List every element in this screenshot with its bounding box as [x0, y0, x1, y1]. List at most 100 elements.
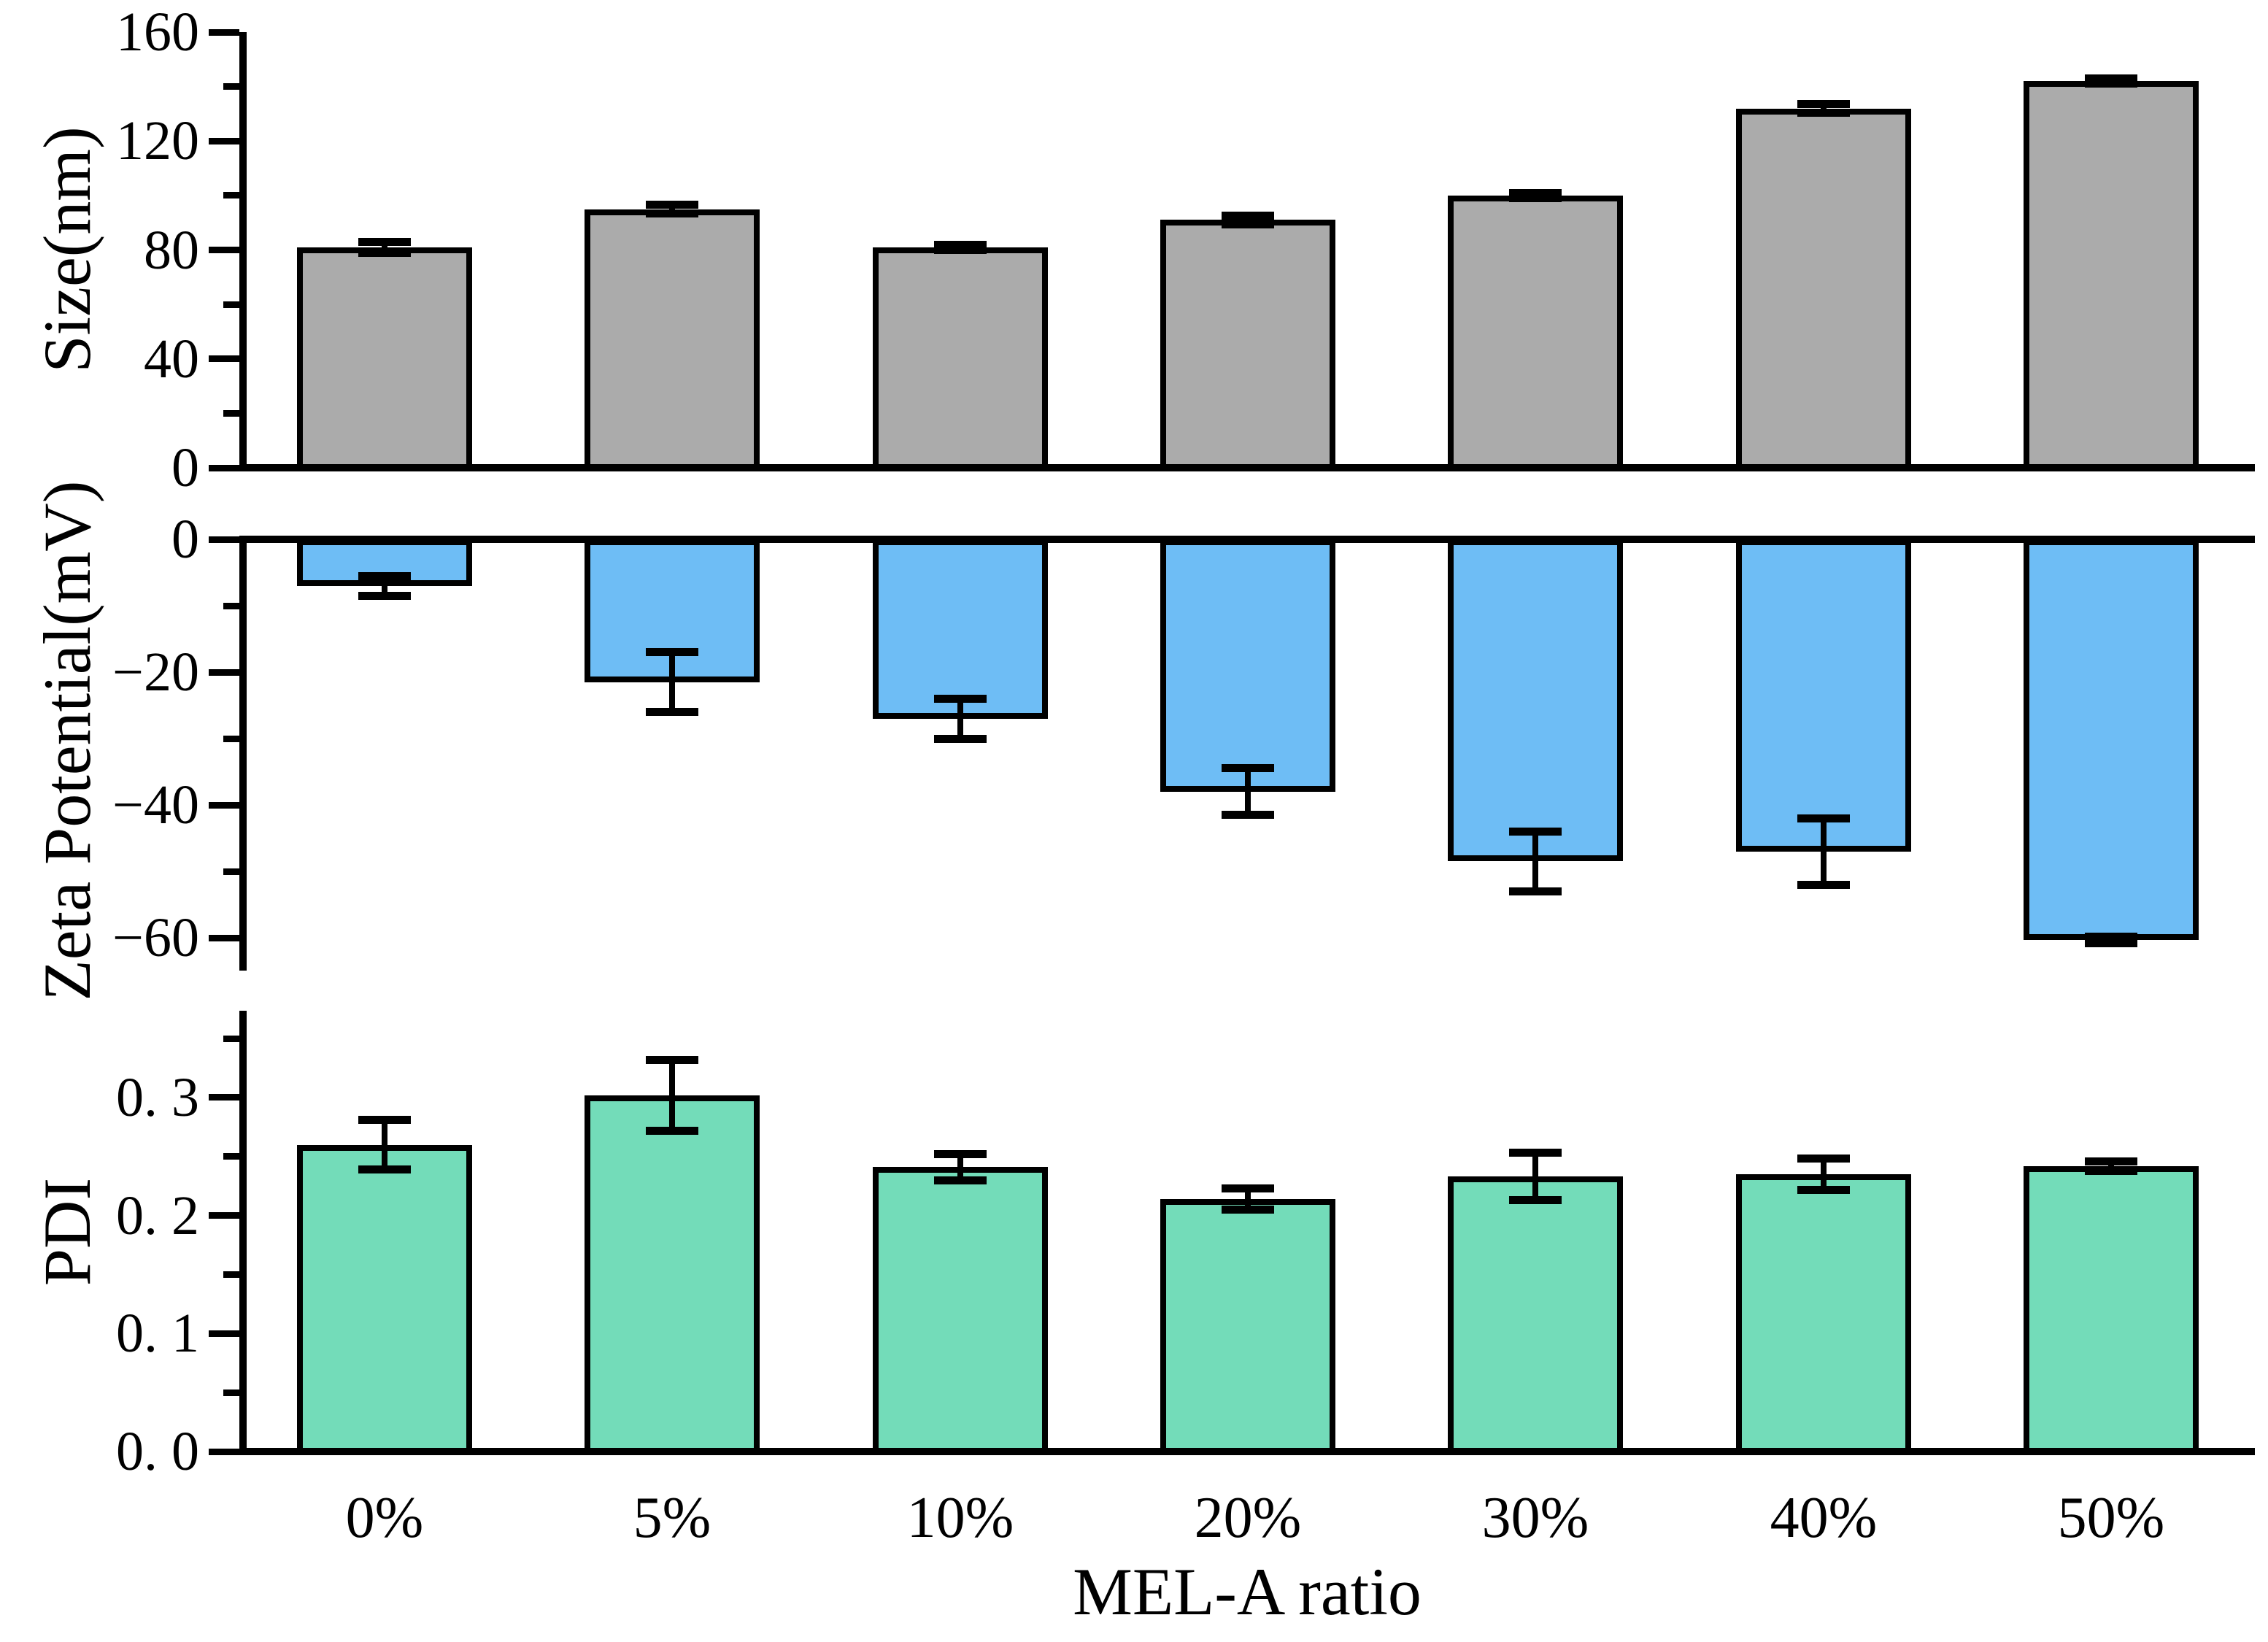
pdi-errorbar-50%: [2108, 1161, 2114, 1171]
zeta-y-spine: [239, 536, 247, 971]
zeta-errorbar-5%: [669, 652, 675, 712]
pdi-errorbar-40%: [1821, 1158, 1827, 1190]
zeta-bar-10%: [873, 539, 1048, 719]
size-bar-0%: [297, 247, 472, 471]
pdi-y-tick-minor: [223, 1035, 239, 1042]
size-ytick-label: 0: [171, 437, 199, 498]
zeta-y-tick-minor: [223, 735, 239, 742]
zeta-ytick-label: −60: [112, 907, 199, 968]
zeta-bar-20%: [1160, 539, 1335, 792]
size-y-tick-minor: [223, 409, 239, 417]
pdi-ytick-label: 0. 0: [116, 1421, 199, 1482]
xtick-label-5%: 5%: [633, 1486, 711, 1550]
zeta-errorbar-cap-bottom-50%: [2085, 938, 2137, 947]
size-errorbar-cap-top-30%: [1509, 188, 1562, 197]
pdi-bar-10%: [873, 1167, 1048, 1455]
size-errorbar-cap-top-0%: [358, 237, 411, 246]
pdi-y-tick-major: [209, 1330, 239, 1337]
pdi-errorbar-cap-bottom-5%: [646, 1126, 698, 1135]
pdi-errorbar-cap-top-20%: [1222, 1184, 1274, 1192]
zeta-errorbar-cap-bottom-30%: [1509, 887, 1562, 895]
xtick-label-50%: 50%: [2057, 1486, 2165, 1550]
pdi-ytick-label: 0. 3: [116, 1066, 199, 1128]
zeta-y-tick-major: [209, 668, 239, 676]
size-y-tick-major: [209, 464, 239, 471]
pdi-y-tick-minor: [223, 1389, 239, 1396]
zeta-errorbar-cap-top-30%: [1509, 827, 1562, 836]
size-ytick-label: 160: [116, 1, 199, 63]
size-ytick-label: 120: [116, 110, 199, 172]
zeta-errorbar-cap-bottom-0%: [358, 591, 411, 600]
zeta-bar-40%: [1736, 539, 1911, 852]
x-axis-title: MEL-A ratio: [1073, 1554, 1422, 1629]
size-y-spine: [239, 32, 247, 471]
zeta-ytick-label: −20: [112, 641, 199, 703]
size-errorbar-cap-bottom-30%: [1509, 194, 1562, 203]
size-errorbar-cap-bottom-10%: [934, 246, 987, 255]
size-bar-50%: [2024, 81, 2199, 471]
zeta-errorbar-30%: [1532, 831, 1538, 892]
pdi-bar-30%: [1448, 1176, 1623, 1455]
size-errorbar-cap-bottom-0%: [358, 248, 411, 257]
pdi-bar-0%: [297, 1144, 472, 1455]
zeta-errorbar-cap-top-50%: [2085, 932, 2137, 941]
size-y-tick-major: [209, 247, 239, 254]
size-bar-30%: [1448, 195, 1623, 471]
size-errorbar-cap-top-50%: [2085, 74, 2137, 82]
pdi-errorbar-20%: [1245, 1188, 1251, 1210]
pdi-errorbar-cap-bottom-0%: [358, 1165, 411, 1174]
xtick-label-10%: 10%: [906, 1486, 1014, 1550]
size-errorbar-40%: [1821, 104, 1827, 113]
size-bar-10%: [873, 247, 1048, 471]
size-errorbar-cap-bottom-50%: [2085, 80, 2137, 88]
xtick-label-0%: 0%: [345, 1486, 424, 1550]
pdi-y-tick-major: [209, 1448, 239, 1455]
pdi-y-tick-major: [209, 1094, 239, 1101]
size-errorbar-20%: [1245, 215, 1251, 225]
zeta-errorbar-cap-top-20%: [1222, 764, 1274, 773]
size-bar-5%: [585, 209, 760, 471]
size-errorbar-cap-top-5%: [646, 201, 698, 209]
pdi-y-tick-major: [209, 1212, 239, 1219]
size-y-tick-major: [209, 137, 239, 144]
size-errorbar-cap-bottom-5%: [646, 209, 698, 217]
pdi-errorbar-cap-top-40%: [1797, 1155, 1850, 1163]
pdi-errorbar-cap-top-30%: [1509, 1149, 1562, 1157]
size-ytick-label: 40: [144, 328, 199, 390]
size-y-tick-major: [209, 355, 239, 363]
zeta-y-tick-major: [209, 801, 239, 809]
size-errorbar-cap-bottom-20%: [1222, 220, 1274, 228]
xtick-label-40%: 40%: [1770, 1486, 1878, 1550]
pdi-errorbar-cap-bottom-30%: [1509, 1196, 1562, 1205]
zeta-errorbar-cap-top-5%: [646, 648, 698, 657]
pdi-errorbar-0%: [382, 1119, 387, 1170]
pdi-y-spine: [239, 1011, 247, 1455]
xtick-label-20%: 20%: [1194, 1486, 1302, 1550]
pdi-errorbar-cap-top-5%: [646, 1055, 698, 1064]
size-y-tick-minor: [223, 83, 239, 90]
size-errorbar-cap-top-40%: [1797, 100, 1850, 109]
zeta-bar-50%: [2024, 539, 2199, 940]
size-errorbar-cap-bottom-40%: [1797, 108, 1850, 117]
pdi-bar-50%: [2024, 1165, 2199, 1455]
xtick-label-30%: 30%: [1481, 1486, 1589, 1550]
pdi-errorbar-cap-bottom-40%: [1797, 1185, 1850, 1194]
zeta-y-tick-minor: [223, 602, 239, 609]
pdi-errorbar-10%: [957, 1154, 963, 1181]
pdi-x-axis: [239, 1448, 2255, 1455]
zeta-errorbar-40%: [1821, 818, 1827, 885]
pdi-errorbar-cap-bottom-50%: [2085, 1166, 2137, 1175]
zeta-errorbar-20%: [1245, 768, 1251, 815]
zeta-ytick-label: 0: [171, 509, 199, 570]
size-y-tick-minor: [223, 192, 239, 199]
zeta-errorbar-cap-bottom-40%: [1797, 880, 1850, 889]
zeta-errorbar-cap-top-40%: [1797, 814, 1850, 822]
size-errorbar-0%: [382, 242, 387, 253]
zeta-errorbar-cap-bottom-5%: [646, 708, 698, 717]
size-errorbar-cap-top-20%: [1222, 212, 1274, 220]
zeta-errorbar-cap-top-0%: [358, 571, 411, 580]
pdi-bar-40%: [1736, 1174, 1911, 1455]
pdi-errorbar-5%: [669, 1060, 675, 1131]
zeta-errorbar-0%: [382, 576, 387, 596]
